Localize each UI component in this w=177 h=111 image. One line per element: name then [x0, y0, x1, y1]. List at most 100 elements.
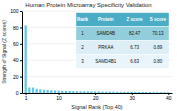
table-header-cell: Rank: [77, 17, 89, 22]
bar: [156, 92, 158, 93]
x-tick-label: 40: [166, 95, 172, 101]
grid-line: [22, 76, 172, 77]
table-cell: SAMD4B1: [95, 59, 117, 64]
x-tick-label: 30: [129, 95, 135, 101]
y-tick: 100: [10, 8, 22, 14]
bar: [32, 88, 34, 93]
grid-line: [22, 11, 172, 12]
y-axis: 0 20 40 60 80 100: [10, 8, 22, 96]
bar: [167, 92, 169, 93]
table-cell: 82.47: [129, 31, 141, 36]
y-tick-label: 80: [13, 25, 19, 31]
bar: [28, 87, 30, 93]
bar: [50, 90, 52, 93]
plot-area: [25, 25, 170, 93]
x-tick-label: 10: [56, 95, 62, 101]
bar: [142, 92, 144, 93]
bar: [134, 92, 136, 93]
x-axis-title: Signal Rank (Top 40): [71, 104, 123, 110]
bar: [164, 92, 166, 93]
bar: [87, 91, 89, 93]
bar: [90, 91, 92, 93]
table-cell: 1: [81, 31, 84, 36]
bar: [68, 91, 70, 93]
bar: [36, 89, 38, 93]
bar: [72, 91, 74, 93]
bar: [79, 91, 81, 93]
table-header-cell: Protein: [98, 17, 114, 22]
bar: [116, 92, 118, 93]
table-cell: 6.63: [130, 59, 139, 64]
bar: [76, 91, 78, 93]
table-header-cell: Z score: [127, 17, 144, 22]
y-tick-label: 40: [13, 57, 19, 63]
table-cell: 0.80: [153, 59, 162, 64]
bar: [57, 91, 59, 93]
table-cell: SAMD4B: [97, 31, 116, 36]
x-tick-label: 20: [93, 95, 99, 101]
table-cell: 2: [81, 45, 84, 50]
x-tick: 10: [56, 93, 62, 101]
table-cell: 6.73: [130, 45, 139, 50]
x-tick: 40: [166, 93, 172, 101]
table: Rank Protein Z score S score 1 SAMD4B 82.47 70.…: [76, 13, 169, 69]
bar: [112, 92, 114, 93]
table-cell: 0.89: [153, 45, 162, 50]
bar: [105, 92, 107, 93]
y-tick-mark: [20, 93, 22, 94]
title: Human Protein Microarray Specificity Val…: [25, 2, 151, 8]
bar: [83, 91, 85, 93]
bar: [160, 92, 162, 93]
y-tick-mark: [20, 60, 22, 61]
chart: 1 10 20 30 40 0 20 40 60 80 100 Human Protein Micro…: [0, 0, 177, 111]
y-tick-mark: [20, 44, 22, 45]
y-tick-mark: [20, 27, 22, 28]
bar: [153, 92, 155, 93]
y-axis-line: [22, 12, 23, 94]
bar: [109, 92, 111, 93]
bar: [65, 91, 67, 93]
bar: [149, 92, 151, 93]
table-header-row: [76, 13, 169, 27]
bar: [39, 89, 41, 93]
y-tick-label: 60: [13, 41, 19, 47]
bar: [123, 92, 125, 93]
bar: [61, 91, 63, 93]
table-row: [76, 27, 169, 41]
bar: [25, 25, 27, 93]
table-cell: PRKAA: [98, 45, 113, 50]
y-tick-mark: [20, 11, 22, 12]
x-tick-label: 1: [25, 95, 28, 101]
table-row: [76, 54, 169, 68]
y-tick-label: 0: [16, 90, 19, 96]
bar: [98, 92, 100, 93]
bar: [138, 92, 140, 93]
x-axis: 1 10 20 30 40: [23, 93, 173, 101]
x-axis-line: [23, 93, 173, 94]
y-tick: 20: [13, 74, 22, 80]
bar: [94, 91, 96, 93]
y-tick: 80: [13, 25, 22, 31]
x-tick: 1: [25, 93, 28, 101]
bar: [131, 92, 133, 93]
table-cell: 3: [81, 59, 84, 64]
y-tick: 0: [16, 90, 22, 96]
x-tick: 30: [129, 93, 135, 101]
y-tick-label: 100: [10, 8, 19, 14]
table-row: [76, 41, 169, 55]
bar: [54, 90, 56, 93]
bar: [145, 92, 147, 93]
grid: [22, 11, 172, 93]
bar: [47, 90, 49, 93]
bar: [127, 92, 129, 93]
y-tick: 60: [13, 41, 22, 47]
y-axis-title: Strength of Signal (Z scores): [1, 20, 7, 84]
table-cell: 70.13: [152, 31, 164, 36]
bar: [43, 90, 45, 93]
y-tick-mark: [20, 77, 22, 78]
x-tick: 20: [93, 93, 99, 101]
table-header-cell: S score: [150, 17, 167, 22]
bar: [120, 92, 122, 93]
y-tick: 40: [13, 57, 22, 63]
bar: [101, 92, 103, 93]
